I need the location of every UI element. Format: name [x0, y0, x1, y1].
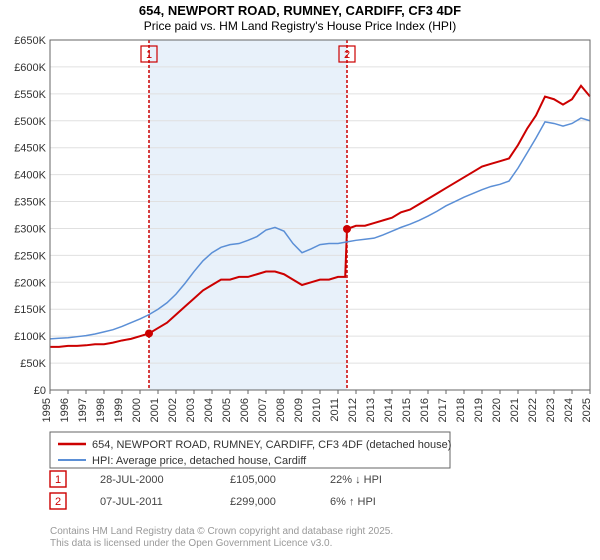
x-tick-label: 2005: [221, 398, 233, 422]
x-tick-label: 2010: [311, 398, 323, 422]
price-chart: 654, NEWPORT ROAD, RUMNEY, CARDIFF, CF3 …: [0, 0, 600, 560]
y-tick-label: £550K: [14, 89, 46, 101]
sale-row-num: 2: [55, 496, 61, 508]
y-tick-label: £150K: [14, 304, 46, 316]
sale-row-num: 1: [55, 474, 61, 486]
x-tick-label: 2006: [239, 398, 251, 422]
y-tick-label: £400K: [14, 170, 46, 182]
sale-dot: [343, 225, 351, 233]
y-tick-label: £300K: [14, 223, 46, 235]
x-tick-label: 2019: [473, 398, 485, 422]
transaction-band: [149, 40, 347, 390]
x-tick-label: 1995: [41, 398, 53, 422]
footer-line-2: This data is licensed under the Open Gov…: [50, 538, 332, 549]
sale-row-price: £105,000: [230, 474, 276, 486]
x-tick-label: 2015: [401, 398, 413, 422]
y-tick-label: £250K: [14, 250, 46, 262]
sale-dot: [145, 329, 153, 337]
x-tick-label: 1996: [59, 398, 71, 422]
x-tick-label: 2022: [527, 398, 539, 422]
y-tick-label: £0: [34, 385, 46, 397]
y-tick-label: £600K: [14, 62, 46, 74]
x-tick-label: 2009: [293, 398, 305, 422]
legend-label: 654, NEWPORT ROAD, RUMNEY, CARDIFF, CF3 …: [92, 439, 451, 451]
x-tick-label: 1999: [113, 398, 125, 422]
x-tick-label: 2018: [455, 398, 467, 422]
x-tick-label: 2011: [329, 398, 341, 422]
y-tick-label: £650K: [14, 35, 46, 47]
x-tick-label: 2014: [383, 398, 395, 422]
sale-row-date: 07-JUL-2011: [100, 496, 163, 508]
sale-row-delta: 6% ↑ HPI: [330, 496, 376, 508]
footer-line-1: Contains HM Land Registry data © Crown c…: [50, 526, 393, 537]
sale-row-delta: 22% ↓ HPI: [330, 474, 382, 486]
x-tick-label: 1998: [95, 398, 107, 422]
chart-title-1: 654, NEWPORT ROAD, RUMNEY, CARDIFF, CF3 …: [139, 3, 461, 18]
y-tick-label: £350K: [14, 197, 46, 209]
x-tick-label: 2020: [491, 398, 503, 422]
chart-title-2: Price paid vs. HM Land Registry's House …: [144, 19, 456, 33]
x-tick-label: 2021: [509, 398, 521, 422]
x-tick-label: 2023: [545, 398, 557, 422]
x-tick-label: 2016: [419, 398, 431, 422]
event-marker-num: 1: [146, 49, 152, 61]
y-tick-label: £200K: [14, 277, 46, 289]
x-tick-label: 2024: [563, 398, 575, 422]
x-tick-label: 2004: [203, 398, 215, 422]
event-marker-num: 2: [344, 49, 350, 61]
x-tick-label: 2008: [275, 398, 287, 422]
x-tick-label: 2012: [347, 398, 359, 422]
y-tick-label: £50K: [20, 358, 46, 370]
sale-row-date: 28-JUL-2000: [100, 474, 164, 486]
x-tick-label: 2002: [167, 398, 179, 422]
sale-row-price: £299,000: [230, 496, 276, 508]
x-tick-label: 2013: [365, 398, 377, 422]
y-tick-label: £500K: [14, 116, 46, 128]
x-tick-label: 2003: [185, 398, 197, 422]
legend-label: HPI: Average price, detached house, Card…: [92, 455, 307, 467]
x-tick-label: 2017: [437, 398, 449, 422]
x-tick-label: 1997: [77, 398, 89, 422]
x-tick-label: 2025: [581, 398, 593, 422]
y-tick-label: £450K: [14, 143, 46, 155]
x-tick-label: 2007: [257, 398, 269, 422]
y-tick-label: £100K: [14, 331, 46, 343]
x-tick-label: 2001: [149, 398, 161, 422]
x-tick-label: 2000: [131, 398, 143, 422]
